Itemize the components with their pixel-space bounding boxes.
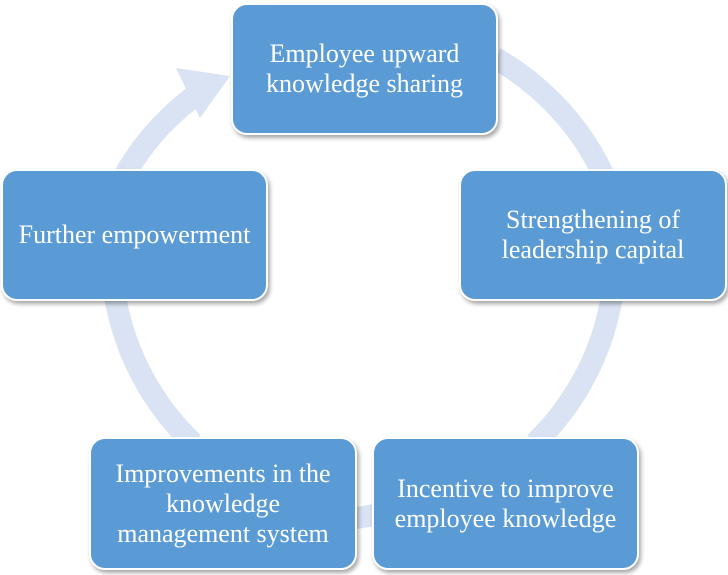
cycle-node-employee-upward-knowledge-sharing: Employee upward knowledge sharing bbox=[231, 3, 498, 135]
node-label: Improvements in the knowledge management… bbox=[115, 458, 331, 548]
cycle-arc-5-1 bbox=[114, 83, 207, 182]
cycle-node-further-empowerment: Further empowerment bbox=[1, 169, 268, 301]
cycle-arc-4-5 bbox=[104, 294, 201, 451]
arrow-icon bbox=[176, 68, 230, 118]
node-label: Further empowerment bbox=[18, 220, 251, 249]
node-label: Incentive to improve employee knowledge bbox=[394, 473, 617, 533]
cycle-arc-1-2 bbox=[489, 48, 614, 181]
node-label: Strengthening of leadership capital bbox=[501, 205, 685, 264]
cycle-node-knowledge-management-improvements: Improvements in the knowledge management… bbox=[89, 437, 357, 570]
cycle-node-incentive-improve-knowledge: Incentive to improve employee knowledge bbox=[372, 437, 639, 570]
cycle-arc-2-3 bbox=[527, 294, 623, 451]
cycle-node-strengthening-leadership-capital: Strengthening of leadership capital bbox=[459, 169, 727, 301]
node-label: Employee upward knowledge sharing bbox=[265, 39, 464, 98]
